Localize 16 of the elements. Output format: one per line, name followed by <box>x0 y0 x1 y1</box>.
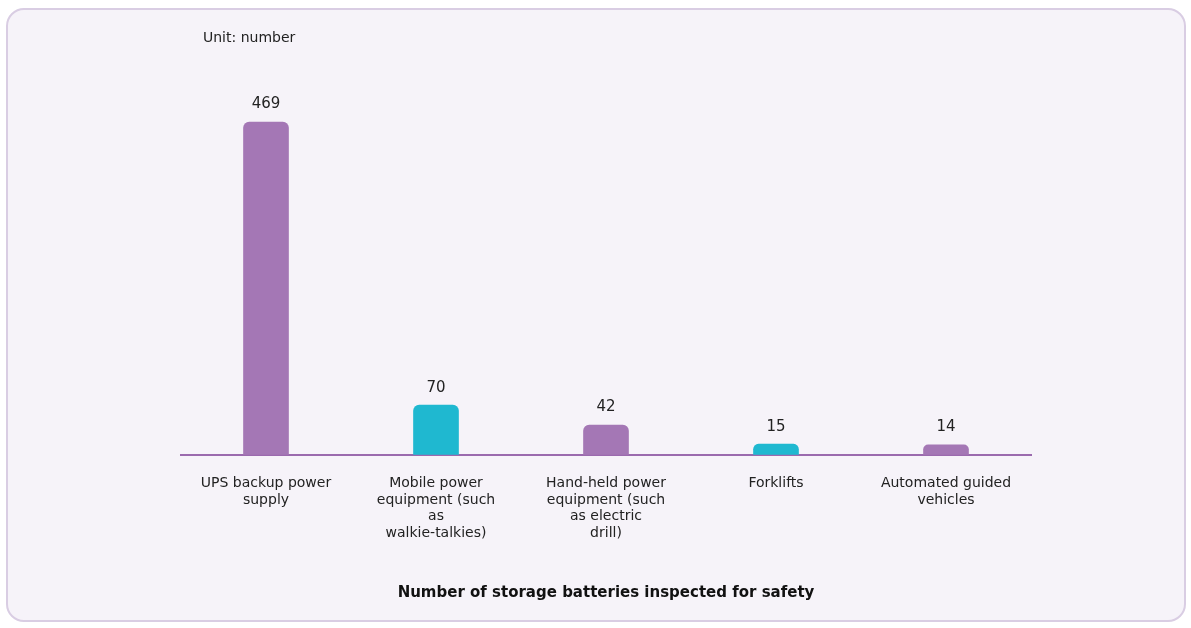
x-tick-label: Forklifts <box>748 473 804 490</box>
text: Unit: number <box>203 28 296 45</box>
data-label: 14 <box>936 417 956 436</box>
data-label: 469 <box>251 94 281 113</box>
data-label: 42 <box>596 397 616 416</box>
bar <box>753 443 799 455</box>
x-tick-label: Automated guided vehicles <box>880 473 1012 507</box>
x-axis-title: Number of storage batteries inspected for safety <box>397 582 815 601</box>
data-label: 70 <box>426 377 446 396</box>
data-label: 15 <box>766 416 786 435</box>
x-tick-label: Hand-held power equipment (such as electric drill) <box>546 473 667 541</box>
bar <box>243 121 289 455</box>
bar <box>583 424 629 455</box>
bar <box>413 404 459 455</box>
x-tick-label: UPS backup power supply <box>200 473 332 507</box>
x-tick-label: Mobile power equipment (such as walkie-talkies) <box>376 473 496 541</box>
